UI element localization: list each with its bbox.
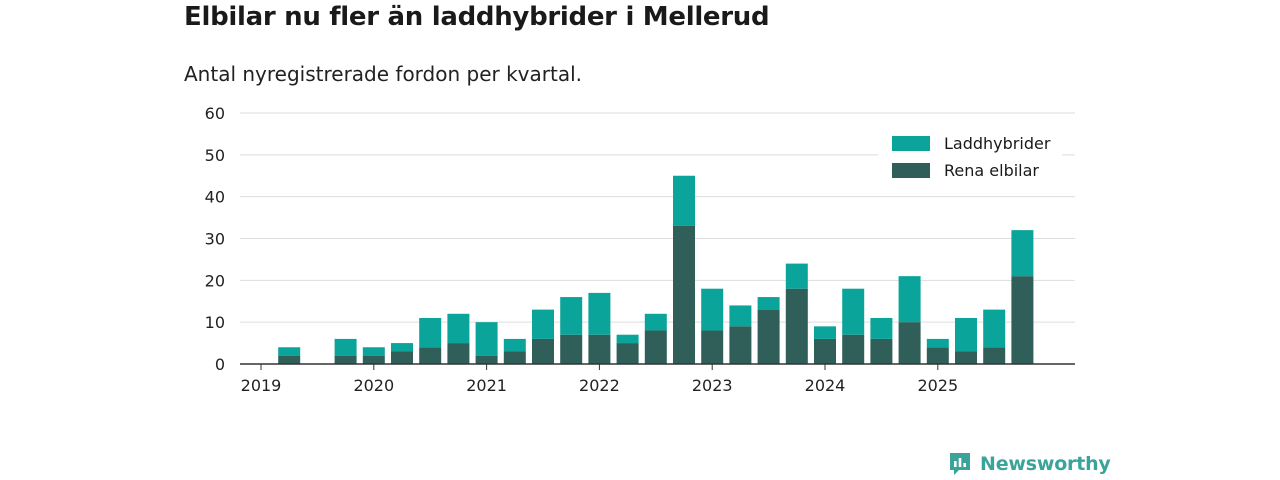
bar-elbilar-2023Q2 [729, 326, 752, 364]
bar-laddhybrider-2025Q1 [926, 338, 949, 348]
bar-elbilar-2024Q2 [842, 334, 865, 364]
bar-elbilar-2025Q2 [955, 351, 977, 364]
legend-label-laddhybrider: Laddhybrider [944, 134, 1051, 153]
y-tick-label: 40 [205, 188, 225, 207]
bar-laddhybrider-2024Q3 [870, 317, 893, 339]
y-tick-label: 50 [205, 146, 225, 165]
legend-swatch-elbilar [892, 163, 930, 178]
legend-item-laddhybrider: Laddhybrider [892, 130, 1050, 157]
bar-laddhybrider-2021Q1 [475, 322, 498, 356]
y-tick-label: 10 [205, 313, 225, 332]
bar-laddhybrider-2019Q4 [334, 338, 357, 356]
x-tick-label: 2021 [466, 376, 507, 395]
bar-laddhybrider-2021Q4 [560, 297, 583, 335]
bar-elbilar-2020Q4 [447, 343, 470, 364]
bars [278, 175, 1034, 364]
bar-laddhybrider-2022Q4 [673, 175, 695, 226]
y-tick-label: 20 [205, 271, 225, 290]
bar-laddhybrider-2025Q2 [955, 317, 977, 352]
bar-laddhybrider-2023Q2 [729, 305, 752, 327]
bar-elbilar-2022Q3 [644, 330, 667, 364]
legend: Laddhybrider Rena elbilar [878, 124, 1063, 188]
y-tick-label: 0 [215, 355, 225, 374]
bar-elbilar-2022Q1 [588, 334, 611, 364]
x-tick-label: 2025 [917, 376, 958, 395]
legend-swatch-laddhybrider [892, 136, 930, 151]
bar-laddhybrider-2022Q3 [644, 313, 667, 331]
bar-elbilar-2025Q3 [983, 347, 1006, 364]
bar-elbilar-2023Q3 [757, 309, 780, 364]
bar-laddhybrider-2024Q4 [898, 276, 921, 323]
bar-laddhybrider-2020Q1 [362, 347, 385, 356]
x-tick-label: 2022 [579, 376, 620, 395]
chart-subtitle: Antal nyregistrerade fordon per kvartal. [184, 62, 583, 86]
y-tick-label: 30 [205, 230, 225, 249]
y-axis-ticks: 0 10 20 30 40 50 60 [205, 104, 225, 374]
bar-elbilar-2024Q1 [814, 338, 836, 364]
bar-elbilar-2023Q1 [701, 330, 724, 364]
bar-laddhybrider-2024Q1 [814, 326, 836, 339]
bar-laddhybrider-2020Q3 [419, 317, 442, 348]
bar-laddhybrider-2023Q1 [701, 288, 724, 331]
legend-item-elbilar: Rena elbilar [892, 157, 1050, 184]
bar-laddhybrider-2019Q2 [278, 347, 301, 356]
bar-elbilar-2019Q2 [278, 355, 301, 364]
x-tick-label: 2020 [353, 376, 394, 395]
bar-elbilar-2021Q4 [560, 334, 583, 364]
bar-laddhybrider-2020Q2 [391, 343, 413, 352]
bar-elbilar-2020Q1 [362, 355, 385, 364]
bar-elbilar-2024Q3 [870, 338, 893, 364]
x-tick-label: 2023 [692, 376, 733, 395]
bar-elbilar-2023Q4 [785, 288, 808, 364]
bar-laddhybrider-2022Q1 [588, 292, 611, 335]
bar-elbilar-2022Q2 [616, 343, 639, 364]
bar-elbilar-2020Q3 [419, 347, 442, 364]
bar-laddhybrider-2023Q3 [757, 297, 780, 310]
y-tick-label: 60 [205, 104, 225, 123]
bar-laddhybrider-2023Q4 [785, 263, 808, 289]
newsworthy-logo-text: Newsworthy [980, 453, 1111, 475]
bar-laddhybrider-2024Q2 [842, 288, 865, 335]
bar-elbilar-2022Q4 [673, 225, 695, 364]
newsworthy-logo[interactable]: Newsworthy [948, 451, 1111, 477]
bar-laddhybrider-2025Q3 [983, 309, 1006, 348]
bar-elbilar-2019Q4 [334, 355, 357, 364]
bar-elbilar-2025Q4 [1011, 276, 1034, 364]
bar-laddhybrider-2025Q4 [1011, 230, 1034, 277]
bar-laddhybrider-2021Q2 [503, 338, 526, 352]
bar-elbilar-2021Q1 [475, 355, 498, 364]
newsworthy-logo-icon [950, 453, 970, 475]
x-tick-label: 2019 [241, 376, 282, 395]
bar-laddhybrider-2020Q4 [447, 313, 470, 344]
bar-laddhybrider-2022Q2 [616, 334, 639, 344]
bar-elbilar-2025Q1 [926, 347, 949, 364]
bar-elbilar-2024Q4 [898, 322, 921, 364]
legend-label-elbilar: Rena elbilar [944, 161, 1039, 180]
chart-title: Elbilar nu fler än laddhybrider i Meller… [184, 2, 770, 32]
bar-elbilar-2021Q2 [503, 351, 526, 364]
x-tick-label: 2024 [805, 376, 846, 395]
x-axis: 2019 2020 2021 2022 2023 2024 2025 [240, 363, 1075, 395]
bar-elbilar-2021Q3 [532, 338, 554, 364]
bar-elbilar-2020Q2 [391, 351, 413, 364]
bar-laddhybrider-2021Q3 [532, 309, 554, 339]
